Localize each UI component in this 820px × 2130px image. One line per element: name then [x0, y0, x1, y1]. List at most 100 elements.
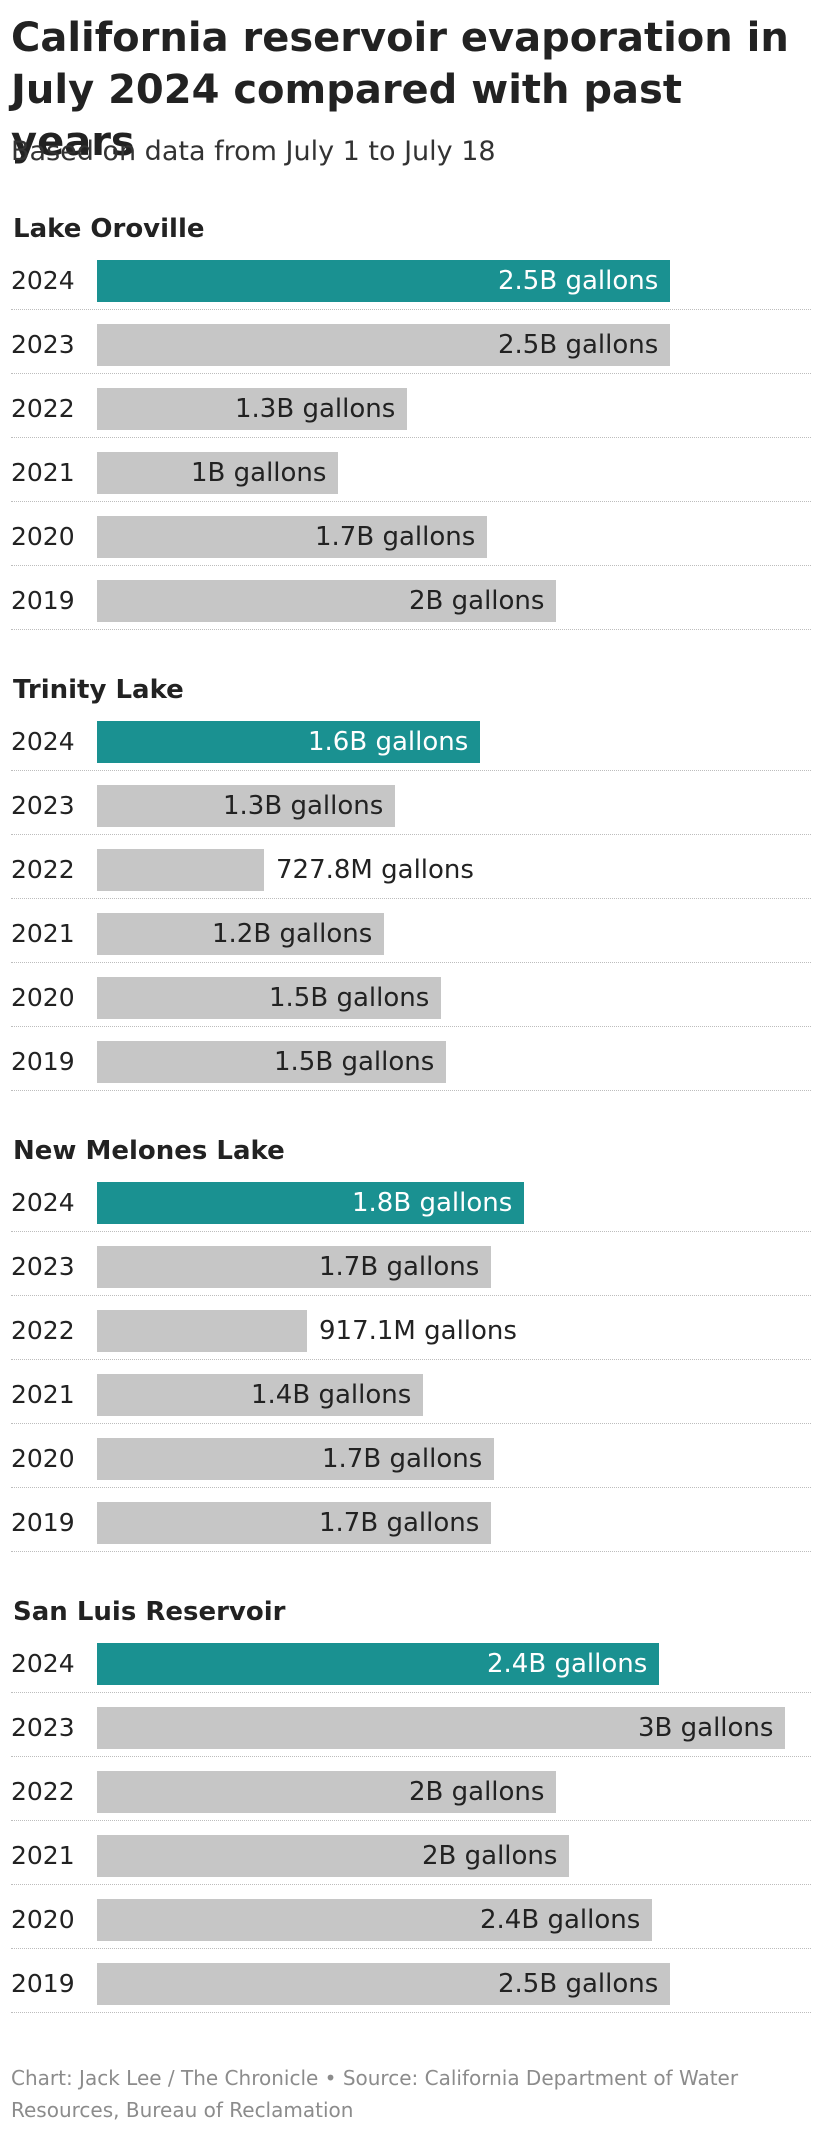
year-label: 2023: [11, 1252, 75, 1281]
value-label: 2B gallons: [422, 1841, 558, 1871]
year-label: 2021: [11, 1841, 75, 1870]
row-divider: [11, 1756, 811, 1757]
chart-row: 2022 1.3B gallons: [11, 374, 811, 438]
year-label: 2019: [11, 1969, 75, 1998]
year-label: 2020: [11, 522, 75, 551]
chart-row: 2024 1.6B gallons: [11, 707, 811, 771]
row-divider: [11, 1231, 811, 1232]
row-divider: [11, 1295, 811, 1296]
bar: [97, 1374, 423, 1416]
row-divider: [11, 1884, 811, 1885]
bar: [97, 1835, 569, 1877]
year-label: 2022: [11, 855, 75, 884]
row-divider: [11, 834, 811, 835]
chart-row: 2020 1.7B gallons: [11, 502, 811, 566]
row-divider: [11, 1026, 811, 1027]
bar-highlight: [97, 721, 480, 763]
year-label: 2024: [11, 727, 75, 756]
bar: [97, 1963, 670, 2005]
year-label: 2024: [11, 1188, 75, 1217]
bar: [97, 1771, 556, 1813]
chart-credit: Chart: Jack Lee / The Chronicle • Source…: [11, 2066, 739, 2122]
year-label: 2021: [11, 919, 75, 948]
bar-highlight: [97, 1182, 524, 1224]
value-label: 1.7B gallons: [319, 1252, 480, 1282]
chart-row: 2019 2.5B gallons: [11, 1949, 811, 2013]
panel-title: San Luis Reservoir: [13, 1597, 286, 1627]
value-label: 727.8M gallons: [276, 855, 474, 885]
chart-row: 2021 1.2B gallons: [11, 899, 811, 963]
bar: [97, 1438, 494, 1480]
value-label: 1.5B gallons: [269, 983, 430, 1013]
row-divider: [11, 501, 811, 502]
bar: [97, 1310, 307, 1352]
bar: [97, 913, 384, 955]
chart-subtitle: Based on data from July 1 to July 18: [11, 136, 496, 167]
value-label: 1.5B gallons: [274, 1047, 435, 1077]
value-label: 1.7B gallons: [319, 1508, 480, 1538]
value-label: 2.4B gallons: [487, 1649, 648, 1679]
value-label: 2.5B gallons: [498, 266, 659, 296]
chart-row: 2022 917.1M gallons: [11, 1296, 811, 1360]
chart-row: 2021 1.4B gallons: [11, 1360, 811, 1424]
bar: [97, 324, 670, 366]
chart-row: 2019 2B gallons: [11, 566, 811, 630]
year-label: 2020: [11, 1905, 75, 1934]
row-divider: [11, 1551, 811, 1552]
value-label: 1.7B gallons: [322, 1444, 483, 1474]
chart-row: 2021 2B gallons: [11, 1821, 811, 1885]
chart-row: 2020 2.4B gallons: [11, 1885, 811, 1949]
row-divider: [11, 1487, 811, 1488]
bar: [97, 388, 407, 430]
value-label: 2B gallons: [409, 586, 545, 616]
year-label: 2020: [11, 983, 75, 1012]
value-label: 1.6B gallons: [308, 727, 469, 757]
bar: [97, 1246, 491, 1288]
row-divider: [11, 2012, 811, 2013]
chart-row: 2023 1.3B gallons: [11, 771, 811, 835]
chart-row: 2024 2.5B gallons: [11, 246, 811, 310]
bar: [97, 1707, 785, 1749]
bar: [97, 580, 556, 622]
chart-title: California reservoir evaporation in July…: [11, 15, 789, 165]
value-label: 1.3B gallons: [223, 791, 384, 821]
chart-row: 2023 3B gallons: [11, 1693, 811, 1757]
chart-row: 2019 1.7B gallons: [11, 1488, 811, 1552]
value-label: 1.3B gallons: [235, 394, 396, 424]
row-divider: [11, 629, 811, 630]
chart-row: 2024 2.4B gallons: [11, 1629, 811, 1693]
bar: [97, 452, 338, 494]
row-divider: [11, 770, 811, 771]
bar: [97, 785, 395, 827]
bar: [97, 1041, 446, 1083]
year-label: 2022: [11, 1316, 75, 1345]
value-label: 2.4B gallons: [480, 1905, 641, 1935]
value-label: 1.2B gallons: [212, 919, 373, 949]
row-divider: [11, 1820, 811, 1821]
value-label: 1.4B gallons: [251, 1380, 412, 1410]
panel-title: New Melones Lake: [13, 1136, 285, 1166]
value-label: 1.7B gallons: [315, 522, 476, 552]
row-divider: [11, 1423, 811, 1424]
bar: [97, 1502, 491, 1544]
year-label: 2022: [11, 1777, 75, 1806]
year-label: 2023: [11, 330, 75, 359]
value-label: 3B gallons: [638, 1713, 774, 1743]
row-divider: [11, 437, 811, 438]
chart-row: 2021 1B gallons: [11, 438, 811, 502]
row-divider: [11, 1090, 811, 1091]
value-label: 2B gallons: [409, 1777, 545, 1807]
year-label: 2020: [11, 1444, 75, 1473]
year-label: 2024: [11, 266, 75, 295]
year-label: 2021: [11, 1380, 75, 1409]
row-divider: [11, 565, 811, 566]
bar: [97, 1899, 652, 1941]
value-label: 917.1M gallons: [319, 1316, 517, 1346]
row-divider: [11, 898, 811, 899]
year-label: 2022: [11, 394, 75, 423]
row-divider: [11, 962, 811, 963]
chart-row: 2020 1.7B gallons: [11, 1424, 811, 1488]
year-label: 2019: [11, 586, 75, 615]
chart-row: 2022 2B gallons: [11, 1757, 811, 1821]
year-label: 2021: [11, 458, 75, 487]
